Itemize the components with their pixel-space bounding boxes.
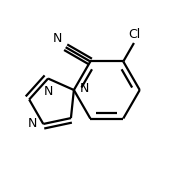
Text: N: N <box>53 32 62 46</box>
Text: N: N <box>28 118 37 130</box>
Text: N: N <box>43 85 53 98</box>
Text: Cl: Cl <box>129 28 141 41</box>
Text: N: N <box>80 82 89 95</box>
